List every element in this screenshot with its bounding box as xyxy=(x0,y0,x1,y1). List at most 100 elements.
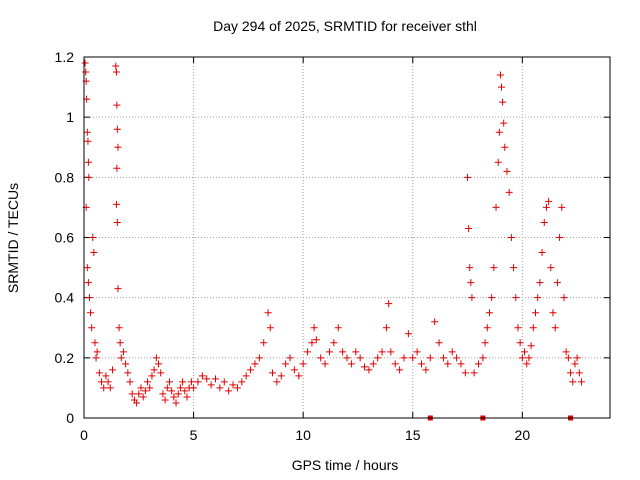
data-point xyxy=(540,218,548,226)
data-point xyxy=(113,101,121,109)
data-point xyxy=(431,318,439,326)
x-tick-label: 10 xyxy=(295,427,311,443)
data-point xyxy=(361,363,369,371)
data-point xyxy=(112,200,120,208)
data-point xyxy=(465,224,473,232)
data-point xyxy=(170,393,178,401)
data-point xyxy=(391,360,399,368)
data-point xyxy=(512,294,520,302)
data-point xyxy=(494,158,502,166)
data-point xyxy=(330,339,338,347)
data-point xyxy=(467,279,475,287)
data-point xyxy=(483,324,491,332)
data-point xyxy=(475,360,482,368)
data-point xyxy=(514,324,522,332)
data-point xyxy=(334,324,342,332)
data-point xyxy=(157,369,165,377)
data-point xyxy=(187,378,195,386)
x-tick-label: 0 xyxy=(80,427,88,443)
data-point xyxy=(181,387,189,395)
data-point xyxy=(85,294,93,302)
data-point xyxy=(128,390,136,398)
data-point xyxy=(108,366,116,374)
data-point xyxy=(374,354,382,362)
data-point xyxy=(290,366,298,374)
data-point xyxy=(468,294,476,302)
data-point xyxy=(229,381,237,389)
data-point xyxy=(461,369,469,377)
data-point xyxy=(560,294,568,302)
data-point xyxy=(495,128,503,136)
data-point xyxy=(95,369,103,377)
y-axis-label: SRMTID / TECUs xyxy=(5,183,21,293)
data-point xyxy=(343,354,351,362)
data-point xyxy=(183,393,191,401)
data-point xyxy=(115,324,123,332)
data-point xyxy=(260,339,268,347)
data-point xyxy=(117,354,125,362)
data-point xyxy=(312,336,320,344)
data-point xyxy=(85,173,93,181)
data-point xyxy=(124,369,132,377)
data-point xyxy=(264,309,272,317)
plot-frame xyxy=(83,56,611,419)
data-point xyxy=(404,330,412,338)
data-point xyxy=(457,360,465,368)
data-point xyxy=(81,59,89,67)
data-point xyxy=(507,234,515,241)
data-point xyxy=(92,354,100,362)
data-point xyxy=(571,360,579,368)
data-point xyxy=(113,218,121,226)
x-axis-label: GPS time / hours xyxy=(292,457,399,473)
data-point xyxy=(88,324,96,332)
data-point xyxy=(426,354,434,362)
data-point xyxy=(501,143,509,151)
data-point xyxy=(93,348,101,356)
data-point xyxy=(521,348,529,356)
data-point xyxy=(146,384,154,392)
data-point xyxy=(198,372,206,380)
data-point xyxy=(299,360,307,368)
data-point xyxy=(549,309,557,317)
data-point xyxy=(268,369,276,377)
x-tick-label: 20 xyxy=(515,427,531,443)
data-point xyxy=(365,366,373,374)
y-tick-label: 0 xyxy=(66,410,74,426)
data-point xyxy=(113,164,121,172)
data-point xyxy=(150,366,158,374)
y-tick-label: 1 xyxy=(66,109,74,125)
data-point xyxy=(266,324,274,332)
data-point xyxy=(122,360,130,368)
data-point xyxy=(238,378,246,386)
data-point xyxy=(282,360,290,368)
data-point xyxy=(562,348,570,356)
data-point xyxy=(144,378,152,386)
data-point xyxy=(556,234,564,241)
data-point xyxy=(488,294,496,302)
data-point xyxy=(137,384,145,392)
data-point xyxy=(505,188,513,196)
data-point xyxy=(310,324,318,332)
data-point xyxy=(83,264,91,272)
data-point xyxy=(220,378,228,386)
data-point xyxy=(418,360,426,368)
chart-title: Day 294 of 2025, SRMTID for receiver sth… xyxy=(213,18,477,34)
data-point xyxy=(116,339,124,347)
data-point xyxy=(444,360,452,368)
data-point xyxy=(133,399,141,407)
y-tick-label: 1.2 xyxy=(55,49,75,65)
data-point xyxy=(102,372,110,380)
data-point xyxy=(84,279,92,287)
data-point xyxy=(179,378,187,386)
data-point xyxy=(534,294,542,302)
data-point xyxy=(551,324,559,332)
data-point xyxy=(317,354,325,362)
data-point xyxy=(176,384,184,392)
data-point xyxy=(112,68,120,76)
data-point xyxy=(89,234,97,241)
data-point xyxy=(500,119,508,127)
data-point xyxy=(295,372,303,380)
data-point xyxy=(159,390,167,398)
data-point xyxy=(174,390,182,398)
data-point xyxy=(135,390,143,398)
